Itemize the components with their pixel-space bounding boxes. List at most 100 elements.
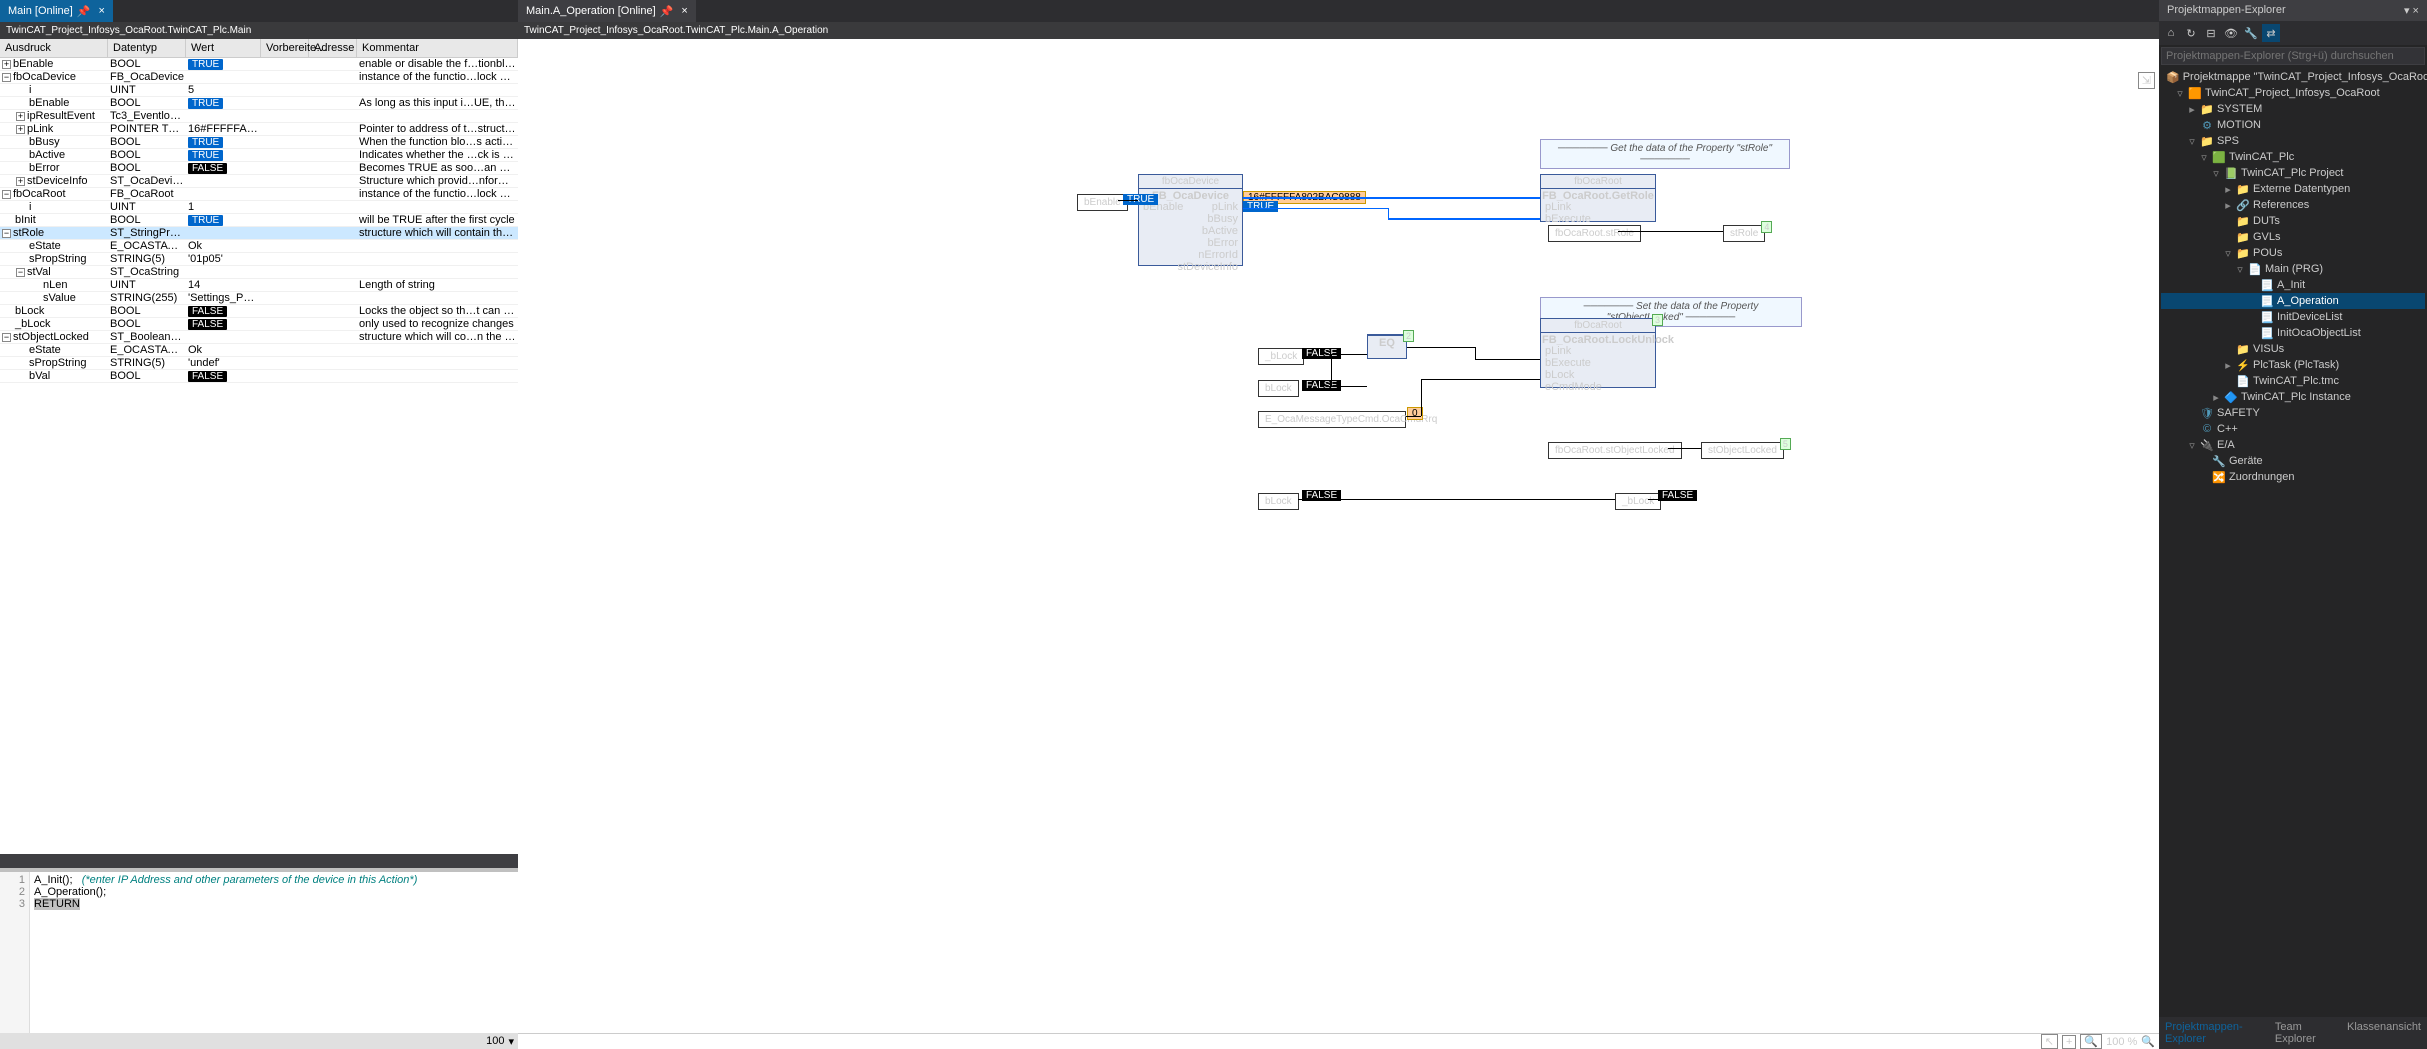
variable-row[interactable]: _bLockBOOLFALSEonly used to recognize ch… [0,318,518,331]
variable-row[interactable]: −fbOcaRootFB_OcaRootinstance of the func… [0,188,518,201]
panel-dropdown-icon[interactable]: ▾ × [2404,4,2419,17]
variable-row[interactable]: −stRoleST_StringPropertystructure which … [0,227,518,240]
expand-icon[interactable]: − [2,229,11,238]
expand-icon[interactable]: + [16,177,25,186]
tree-node[interactable]: 📁VISUs [2161,341,2425,357]
tree-node[interactable]: 📃InitOcaObjectList [2161,325,2425,341]
tree-node[interactable]: ▿📁POUs [2161,245,2425,261]
block-pin[interactable]: bError [1175,237,1240,249]
variable-row[interactable]: +stDeviceInfoST_OcaDeviceInfoStructure w… [0,175,518,188]
tree-node[interactable]: ▸🔷TwinCAT_Plc Instance [2161,389,2425,405]
tree-node[interactable]: ▿📁SPS [2161,133,2425,149]
var-value[interactable]: TRUE [186,214,261,226]
zoom-value[interactable]: 100 % [2106,1036,2137,1048]
tree-node[interactable]: ⚙MOTION [2161,117,2425,133]
variable-row[interactable]: bEnableBOOLTRUEAs long as this input i…U… [0,97,518,110]
variable-row[interactable]: iUINT1 [0,201,518,214]
tree-node[interactable]: ▿🟩TwinCAT_Plc [2161,149,2425,165]
variable-row[interactable]: +ipResultEventTc3_Eventlogger.I_… [0,110,518,123]
pin-icon[interactable]: 📌 [77,5,91,18]
tree-node[interactable]: 📦Projektmappe "TwinCAT_Project_Infosys_O… [2161,69,2425,85]
var-value[interactable]: Ok [186,240,261,252]
tree-expand-icon[interactable]: ▸ [2223,359,2233,372]
expand-icon[interactable]: + [2,60,11,69]
function-block[interactable]: fbOcaRootFB_OcaRoot.LockUnlockpLinkbExec… [1540,318,1656,388]
variable-row[interactable]: sPropStringSTRING(5)'undef' [0,357,518,370]
tree-node[interactable]: ▸📁SYSTEM [2161,101,2425,117]
io-variable-box[interactable]: bLock [1258,380,1299,397]
tree-node[interactable]: 📃A_Operation [2161,293,2425,309]
var-value[interactable]: TRUE [186,149,261,161]
tree-node[interactable]: ▸📁Externe Datentypen [2161,181,2425,197]
add-tool-icon[interactable]: + [2062,1035,2076,1049]
variable-row[interactable]: −fbOcaDeviceFB_OcaDeviceinstance of the … [0,71,518,84]
tree-node[interactable]: ▿🟧TwinCAT_Project_Infosys_OcaRoot [2161,85,2425,101]
expand-icon[interactable]: + [16,112,25,121]
tab-team-explorer[interactable]: Team Explorer [2271,1019,2335,1047]
var-value[interactable]: 1 [186,201,261,213]
tab-solution-explorer[interactable]: Projektmappen-Explorer [2161,1019,2263,1047]
io-variable-box[interactable]: E_OcaMessageTypeCmd.OcaCmdRrq [1258,411,1406,428]
tree-node[interactable]: ▿📗TwinCAT_Plc Project [2161,165,2425,181]
tree-node[interactable]: 📄TwinCAT_Plc.tmc [2161,373,2425,389]
col-datatype[interactable]: Datentyp [108,39,186,57]
pointer-tool-icon[interactable]: ↖ [2041,1034,2058,1049]
variable-row[interactable]: iUINT5 [0,84,518,97]
tree-expand-icon[interactable]: ▿ [2235,263,2245,276]
io-variable-box[interactable]: _bLock [1615,493,1661,510]
var-value[interactable]: TRUE [186,97,261,109]
var-value[interactable]: 14 [186,279,261,291]
function-block[interactable]: EQ2 [1367,334,1407,359]
var-value[interactable]: FALSE [186,370,261,382]
pin-icon[interactable]: 📌 [660,5,674,18]
close-icon[interactable]: × [99,5,105,17]
block-pin[interactable]: pLink [1543,201,1593,213]
col-value[interactable]: Wert [186,39,261,57]
var-value[interactable]: 5 [186,84,261,96]
variable-row[interactable]: bValBOOLFALSE [0,370,518,383]
block-pin[interactable]: bActive [1175,225,1240,237]
variable-row[interactable]: eStateE_OCASTATUSOk [0,344,518,357]
io-variable-box[interactable]: _bLock [1258,348,1304,365]
variable-row[interactable]: +bEnableBOOLTRUEenable or disable the f…… [0,58,518,71]
function-block[interactable]: fbOcaDeviceFB_OcaDevicepLinkbBusybActive… [1138,174,1243,266]
var-value[interactable]: FALSE [186,305,261,317]
refresh-icon[interactable]: ↻ [2182,24,2200,42]
tree-expand-icon[interactable]: ▸ [2223,199,2233,212]
expand-icon[interactable]: − [2,333,11,342]
tree-expand-icon[interactable]: ▿ [2199,151,2209,164]
collapse-icon[interactable]: ⊟ [2202,24,2220,42]
tree-node[interactable]: 📃InitDeviceList [2161,309,2425,325]
diagram-canvas[interactable]: ─────── Get the data of the Property "st… [518,39,2159,1033]
tree-expand-icon[interactable]: ▿ [2223,247,2233,260]
tree-node[interactable]: ▿🔌E/A [2161,437,2425,453]
var-value[interactable]: FALSE [186,318,261,330]
var-value[interactable]: TRUE [186,58,261,70]
tree-node[interactable]: 📁DUTs [2161,213,2425,229]
expand-icon[interactable]: + [16,125,25,134]
variable-row[interactable]: bInitBOOLTRUEwill be TRUE after the firs… [0,214,518,227]
block-pin[interactable]: eCmdMode [1543,381,1604,393]
var-value[interactable]: 16#FFFFFA802BAC… [186,123,261,135]
tree-expand-icon[interactable]: ▿ [2175,87,2185,100]
variable-row[interactable]: sPropStringSTRING(5)'01p05' [0,253,518,266]
sync-icon[interactable]: ⇄ [2262,24,2280,42]
zoom-dropdown-icon[interactable]: ▾ [508,1035,514,1048]
block-pin[interactable]: bExecute [1543,213,1593,225]
col-expression[interactable]: Ausdruck [0,39,108,57]
variable-row[interactable]: +pLinkPOINTER TO ST_Link16#FFFFFA802BAC…… [0,123,518,136]
expand-icon[interactable]: − [2,190,11,199]
tree-node[interactable]: 🔀Zuordnungen [2161,469,2425,485]
var-value[interactable]: TRUE [186,136,261,148]
io-variable-box[interactable]: fbOcaRoot.stObjectLocked [1548,442,1682,459]
io-variable-box[interactable]: stRole4 [1723,225,1765,242]
var-value[interactable]: 'Settings_PwrOn' [186,292,261,304]
block-pin[interactable]: stDeviceInfo [1175,261,1240,273]
expand-icon[interactable]: − [16,268,25,277]
home-icon[interactable]: ⌂ [2162,24,2180,42]
variable-row[interactable]: sValueSTRING(255)'Settings_PwrOn' [0,292,518,305]
explorer-search-input[interactable] [2161,47,2425,65]
close-icon[interactable]: × [681,5,687,17]
tree-node[interactable]: 🛡SAFETY [2161,405,2425,421]
variable-row[interactable]: nLenUINT14Length of string [0,279,518,292]
